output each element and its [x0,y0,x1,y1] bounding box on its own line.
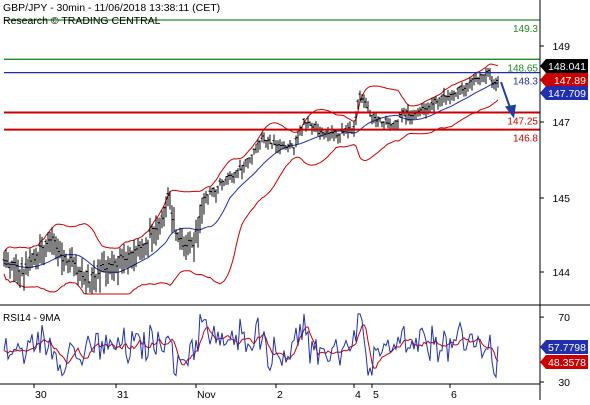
bollinger-upper-line [3,63,499,253]
price-tick-label: 144 [552,267,570,279]
price-tick-label: 149 [552,41,570,53]
price-badge [540,86,588,100]
level-label: 146.8 [513,134,538,145]
time-tick-label: 31 [117,389,129,400]
rsi-tick-label: 70 [558,312,570,324]
chart-source: Research © TRADING CENTRAL [3,15,161,27]
level-label: 148.3 [513,77,538,88]
price-badge-label: 147.709 [548,88,586,100]
price-badge-label: 148.041 [548,61,586,73]
price-badge [540,59,588,73]
rsi-badge [540,355,588,369]
rsi-ma-line [3,324,499,369]
rsi-label: RSI14 - 9MA [3,313,61,324]
moving-average-line [3,82,499,273]
time-tick-label: 5 [373,389,379,400]
rsi-badge [540,340,588,354]
time-tick-label: 4 [355,389,361,400]
rsi-badge-label: 57.7798 [548,342,586,354]
rsi-panel [3,313,499,379]
price-badge [540,73,588,87]
level-label: 147.25 [507,117,538,128]
bollinger-bands [3,63,499,295]
rsi-line [3,313,499,379]
projection-arrow-head [505,104,516,119]
rsi-tick-label: 30 [558,377,570,389]
price-tick-label: 145 [552,193,570,205]
time-tick-label: 2 [277,389,283,400]
price-candles [2,68,499,294]
header-text: GBP/JPY - 30min - 11/06/2018 13:38:11 (C… [3,2,220,324]
price-badge-label: 147.89 [554,75,586,87]
price-panel: 149.3 148.65 148.3 147.25 146.8 [2,19,540,295]
level-label: 149.3 [513,24,538,35]
level-label: 148.65 [507,63,538,74]
price-tick-label: 147 [552,117,570,129]
levels-layer: 149.3 148.65 148.3 147.25 146.8 [4,19,540,145]
time-tick-label: 30 [35,389,47,400]
time-tick-label: Nov [197,389,216,400]
time-tick-label: 6 [451,389,457,400]
moving-average [3,82,499,273]
chart-title: GBP/JPY - 30min - 11/06/2018 13:38:11 (C… [3,2,220,14]
rsi-badge-label: 48.3578 [548,357,586,369]
projection-arrow [500,81,516,119]
